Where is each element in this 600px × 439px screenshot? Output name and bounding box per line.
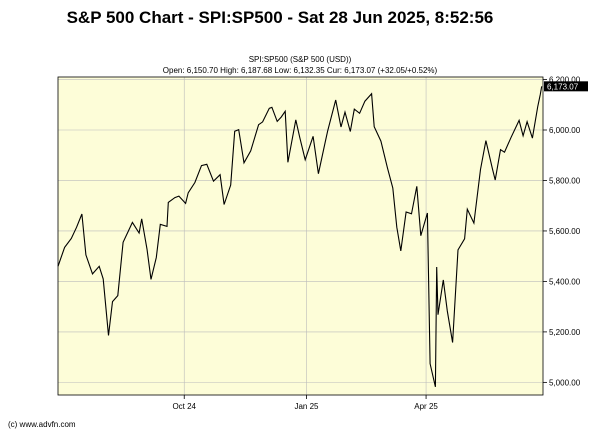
instrument-label: SPI:SP500 (S&P 500 (USD)) <box>248 55 352 64</box>
y-tick-label: 5,400.00 <box>549 277 581 286</box>
current-value-box <box>544 81 588 92</box>
chart-title: S&P 500 Chart - SPI:SP500 - Sat 28 Jun 2… <box>66 8 494 27</box>
current-value-label: 6,173.07 <box>547 82 579 91</box>
copyright-credit: (c) www.advfn.com <box>8 420 76 429</box>
y-tick-label: 5,800.00 <box>549 176 581 185</box>
y-tick-label: 5,000.00 <box>549 378 581 387</box>
plot-frame <box>57 76 544 396</box>
x-tick-label: Apr 25 <box>414 402 438 411</box>
y-tick-label: 6,000.00 <box>549 126 581 135</box>
price-series-line <box>57 86 543 388</box>
quote-summary: Open: 6,150.70 High: 6,187.68 Low: 6,132… <box>162 66 438 75</box>
y-tick-label: 5,200.00 <box>549 328 581 337</box>
y-tick-label: 6,200.00 <box>549 76 581 85</box>
x-tick-label: Jan 25 <box>294 402 319 411</box>
y-tick-label: 5,600.00 <box>549 227 581 236</box>
plot-area <box>58 77 543 395</box>
x-tick-label: Oct 24 <box>172 402 196 411</box>
